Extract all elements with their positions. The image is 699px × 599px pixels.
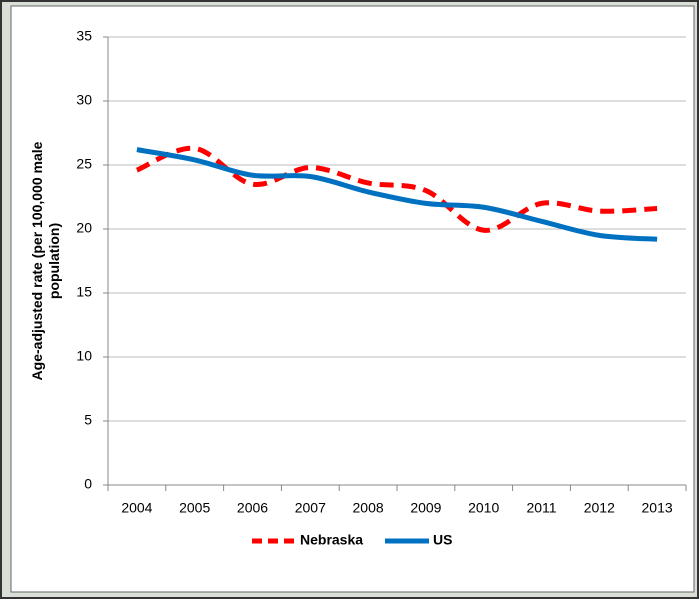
x-tick-label: 2011 — [526, 500, 556, 516]
x-tick-label: 2005 — [179, 500, 210, 516]
y-axis-title-line: Age-adjusted rate (per 100,000 male — [29, 141, 45, 380]
y-tick-label: 0 — [84, 476, 92, 492]
x-tick-label: 2012 — [584, 500, 615, 516]
x-tick-label: 2009 — [410, 500, 441, 516]
y-tick-label: 35 — [76, 28, 92, 44]
x-tick-label: 2010 — [468, 500, 499, 516]
legend-label: US — [433, 532, 452, 548]
x-tick-label: 2006 — [237, 500, 268, 516]
legend-label: Nebraska — [300, 532, 363, 548]
y-tick-label: 30 — [76, 92, 92, 108]
y-tick-label: 20 — [76, 220, 92, 236]
y-axis-title-line: population) — [46, 223, 62, 299]
x-tick-label: 2007 — [295, 500, 326, 516]
y-tick-label: 25 — [76, 156, 92, 172]
line-series — [136, 147, 658, 242]
x-tick-label: 2013 — [642, 500, 673, 516]
y-tick-label: 5 — [84, 412, 92, 428]
y-axis-title: Age-adjusted rate (per 100,000 malepopul… — [29, 141, 62, 380]
x-tick-label: 2004 — [121, 500, 152, 516]
x-tick-label: 2008 — [353, 500, 384, 516]
y-tick-label: 10 — [76, 348, 92, 364]
y-tick-label: 15 — [76, 284, 92, 300]
line-series — [135, 145, 658, 233]
chart-area — [10, 5, 695, 593]
